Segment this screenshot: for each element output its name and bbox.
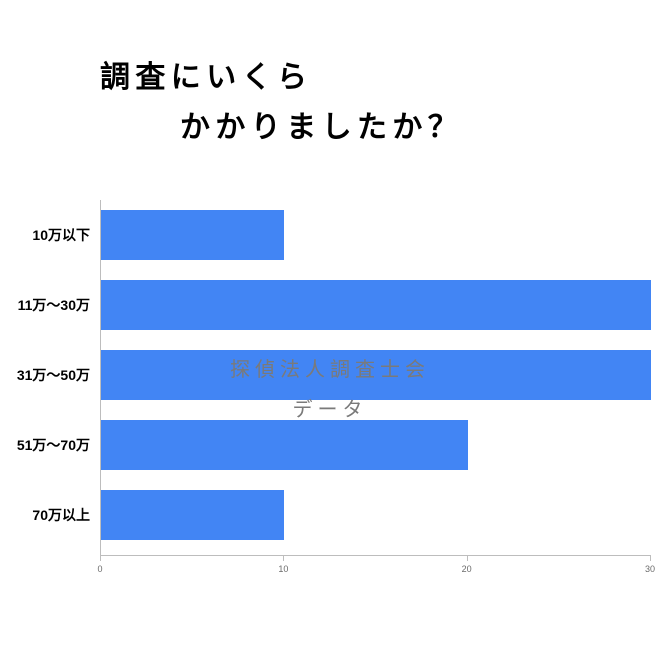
bar-row [101,210,284,260]
bar-row [101,420,468,470]
chart-title-line1: 調査にいくら [100,52,312,96]
y-axis-label: 11万～30万 [0,295,90,315]
bar-group [101,200,650,555]
x-axis-label: 30 [645,564,655,574]
x-axis-label: 20 [462,564,472,574]
bar-row [101,490,284,540]
bar [101,420,468,470]
x-axis-label: 0 [97,564,102,574]
bar-row [101,280,651,330]
chart-canvas: 調査にいくら かかりましたか？ 0 10 20 30 10万以下 11万～30万 31万～… [0,0,660,660]
x-tick [283,555,284,561]
bar [101,350,651,400]
bar [101,490,284,540]
x-tick [650,555,651,561]
x-axis [100,555,650,556]
y-axis-label: 10万以下 [0,225,90,245]
chart-plot-area: 0102030 10万以下11万～30万31万～50万51万～70万70万以上 [100,200,650,585]
y-axis-label: 31万～50万 [0,365,90,385]
chart-title-line2: かかりましたか？ [180,102,463,146]
y-axis-label: 70万以上 [0,505,90,525]
bar [101,210,284,260]
x-tick [467,555,468,561]
x-tick [100,555,101,561]
bar [101,280,651,330]
x-axis-label: 10 [278,564,288,574]
bar-row [101,350,651,400]
y-axis-label: 51万～70万 [0,435,90,455]
